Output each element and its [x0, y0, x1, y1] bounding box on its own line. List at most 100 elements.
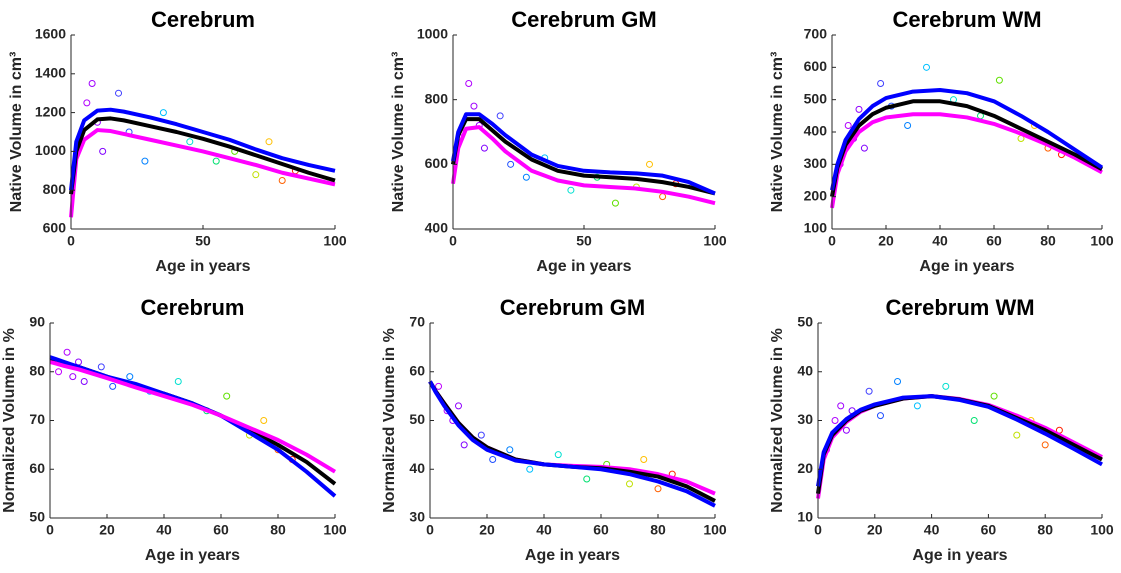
x-tick-label: 40 — [924, 522, 940, 538]
y-axis-label: Native Volume in cm³ — [8, 52, 25, 213]
panel-title: Cerebrum WM — [892, 7, 1041, 32]
scatter-point — [842, 426, 850, 434]
fit-line — [816, 394, 1103, 487]
scatter-point — [265, 138, 273, 146]
scatter-point — [507, 160, 515, 168]
x-tick-label: 50 — [195, 233, 211, 249]
x-tick-label: 20 — [867, 522, 883, 538]
y-tick-label: 800 — [425, 90, 449, 106]
scatter-point — [480, 144, 488, 152]
scatter-point — [913, 402, 921, 410]
scatter-point — [860, 144, 868, 152]
x-tick-label: 80 — [270, 522, 286, 538]
y-tick-label: 400 — [804, 123, 828, 139]
scatter-point — [470, 102, 478, 110]
y-tick-label: 60 — [29, 460, 45, 476]
scatter-point — [990, 392, 998, 400]
x-axis-label: Age in years — [919, 258, 1014, 275]
scatter-point — [212, 157, 220, 165]
scatter-point — [80, 378, 88, 385]
x-tick-label: 0 — [426, 522, 434, 538]
x-axis-label: Age in years — [536, 258, 631, 275]
y-tick-label: 70 — [29, 411, 45, 427]
panel-title: Cerebrum GM — [500, 295, 645, 320]
x-tick-label: 80 — [1037, 522, 1053, 538]
scatter-point — [659, 193, 667, 201]
scatter-point — [640, 456, 648, 463]
x-tick-label: 40 — [932, 233, 948, 249]
x-tick-label: 40 — [536, 522, 552, 538]
scatter-point — [506, 446, 514, 454]
scatter-point — [159, 109, 167, 117]
y-tick-label: 600 — [425, 155, 449, 171]
x-tick-label: 60 — [986, 233, 1002, 249]
x-tick-label: 100 — [703, 233, 727, 249]
scatter-point — [1041, 441, 1049, 449]
scatter-point — [97, 363, 105, 371]
y-tick-label: 1600 — [35, 26, 66, 42]
fit-line — [49, 355, 337, 498]
fit-line — [830, 99, 1103, 198]
scatter-point — [654, 485, 662, 493]
fit-line — [451, 125, 716, 206]
y-tick-label: 90 — [29, 314, 45, 330]
fit-line — [69, 107, 336, 191]
x-tick-label: 60 — [213, 522, 229, 538]
scatter-point — [69, 373, 77, 381]
y-tick-label: 50 — [409, 411, 425, 427]
x-axis-label: Age in years — [145, 547, 240, 564]
x-tick-label: 20 — [99, 522, 115, 538]
y-tick-label: 50 — [797, 314, 813, 330]
y-tick-label: 500 — [804, 90, 828, 106]
scatter-point — [115, 89, 123, 97]
y-tick-label: 30 — [409, 509, 425, 525]
x-tick-label: 100 — [323, 233, 347, 249]
x-axis-label: Age in years — [912, 547, 1007, 564]
scatter-point — [141, 157, 149, 165]
fit-line — [830, 112, 1103, 209]
y-axis-label: Native Volume in cm³ — [390, 52, 407, 213]
x-tick-label: 40 — [156, 522, 172, 538]
scatter-point — [894, 378, 902, 385]
x-tick-label: 100 — [1090, 522, 1114, 538]
y-tick-label: 600 — [804, 58, 828, 74]
y-tick-label: 70 — [409, 314, 425, 330]
y-tick-label: 40 — [797, 362, 813, 378]
fit-line — [451, 112, 716, 196]
scatter-point — [831, 417, 839, 424]
y-tick-label: 1000 — [35, 142, 66, 158]
scatter-point — [526, 465, 534, 473]
y-tick-label: 10 — [797, 509, 813, 525]
x-tick-label: 0 — [449, 233, 457, 249]
scatter-point — [1013, 431, 1021, 439]
scatter-point — [496, 112, 504, 120]
y-tick-label: 100 — [804, 220, 828, 236]
x-tick-label: 100 — [323, 522, 347, 538]
fit-line — [69, 128, 336, 218]
x-tick-label: 50 — [576, 233, 592, 249]
y-axis-label: Native Volume in cm³ — [769, 52, 786, 213]
y-tick-label: 1200 — [35, 103, 66, 119]
y-tick-label: 80 — [29, 362, 45, 378]
scatter-point — [844, 122, 852, 130]
scatter-point — [260, 417, 268, 424]
x-axis-label: Age in years — [155, 258, 250, 275]
scatter-point — [55, 368, 63, 376]
scatter-point — [970, 417, 978, 424]
fit-line — [428, 380, 716, 508]
x-tick-label: 60 — [981, 522, 997, 538]
scatter-point — [465, 80, 473, 87]
scatter-point — [611, 199, 619, 207]
scatter-point — [109, 382, 117, 390]
scatter-point — [877, 80, 885, 87]
y-tick-label: 1000 — [417, 26, 448, 42]
scatter-point — [460, 441, 468, 449]
y-axis-label: Normalized Volume in % — [769, 328, 786, 513]
scatter-point — [435, 382, 443, 390]
scatter-point — [904, 122, 912, 130]
y-tick-label: 600 — [43, 220, 67, 236]
x-axis-label: Age in years — [525, 547, 620, 564]
scatter-point — [489, 456, 497, 463]
scatter-point — [583, 475, 591, 483]
